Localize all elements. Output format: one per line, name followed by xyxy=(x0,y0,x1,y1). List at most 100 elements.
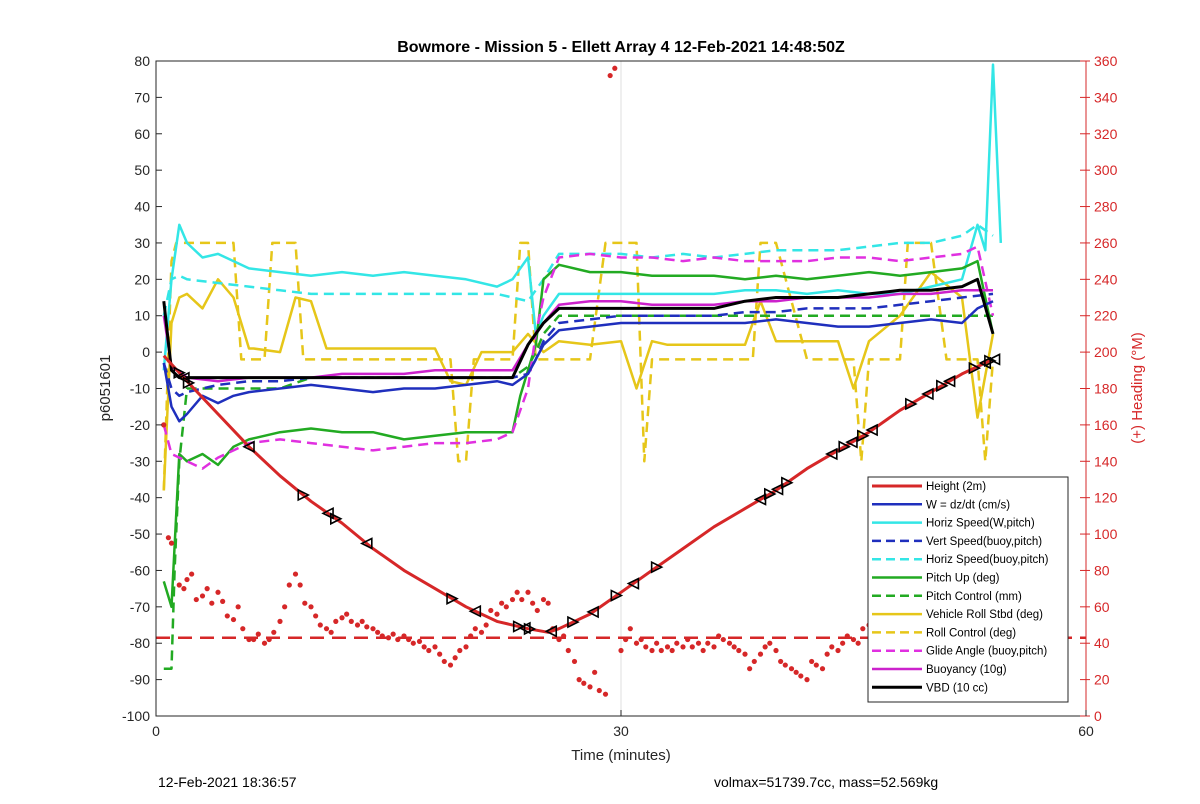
heading-point xyxy=(370,626,376,632)
series-layer xyxy=(162,63,1003,670)
heading-point xyxy=(292,571,299,577)
heading-point xyxy=(235,604,241,610)
y2-axis-label: (+) Heading (°M) xyxy=(1129,332,1146,443)
heading-point xyxy=(592,669,598,675)
series-vehicle-roll-stbd-deg xyxy=(162,270,995,491)
heading-point xyxy=(468,633,474,639)
y-tick-label: 30 xyxy=(134,235,150,251)
marker-layer xyxy=(173,353,1001,638)
heading-point xyxy=(410,640,416,646)
heading-point xyxy=(176,582,182,588)
heading-point xyxy=(313,613,319,619)
marker-triangle xyxy=(446,592,459,605)
heading-point xyxy=(855,640,861,646)
y2-tick-label: 120 xyxy=(1094,490,1118,506)
heading-point xyxy=(488,607,494,614)
marker-triangle xyxy=(610,589,624,602)
heading-point xyxy=(323,626,330,632)
x-tick-label: 30 xyxy=(613,723,629,739)
heading-point xyxy=(452,655,458,661)
legend-label-horiz-speed-w-pitch: Horiz Speed(W,pitch) xyxy=(926,518,1035,530)
y-tick-label: 60 xyxy=(134,126,150,142)
heading-point xyxy=(840,640,846,646)
legend-label-pitch-control-mm: Pitch Control (mm) xyxy=(926,591,1022,603)
legend: Height (2m) W = dz/dt (cm/s) Horiz Speed(W… xyxy=(867,476,1069,703)
heading-point xyxy=(782,662,788,668)
heading-point xyxy=(545,600,551,606)
heading-point xyxy=(751,658,757,665)
heading-point xyxy=(494,611,500,617)
heading-point xyxy=(581,680,587,686)
heading-point xyxy=(638,636,644,643)
heading-point xyxy=(503,604,509,610)
marker-triangle xyxy=(242,440,255,454)
heading-point xyxy=(571,658,578,665)
heading-point xyxy=(742,651,748,657)
marker-triangle xyxy=(173,366,187,380)
heading-point xyxy=(161,422,167,428)
chart-title: Bowmore - Mission 5 - Ellett Array 4 12-… xyxy=(397,39,845,56)
y-tick-label: -10 xyxy=(130,381,150,397)
heading-point xyxy=(819,666,826,672)
heading-point xyxy=(835,647,841,654)
series-pitch-up-deg xyxy=(162,259,995,609)
heading-point xyxy=(623,636,629,643)
y-tick-label: 10 xyxy=(134,308,150,324)
x-axis-label: Time (minutes) xyxy=(571,747,670,764)
y-tick-label: 20 xyxy=(134,271,150,287)
heading-point xyxy=(561,633,567,639)
heading-point xyxy=(230,616,237,623)
marker-triangle xyxy=(650,560,664,574)
heading-point xyxy=(607,72,613,79)
heading-point xyxy=(277,618,283,624)
heading-point xyxy=(767,640,773,646)
heading-point xyxy=(824,651,830,657)
marker-triangle xyxy=(360,537,373,550)
y-tick-label: 80 xyxy=(134,53,150,69)
heading-point xyxy=(711,644,717,650)
marker-triangle xyxy=(512,620,526,633)
heading-point xyxy=(731,644,737,650)
heading-point xyxy=(308,604,314,610)
heading-point xyxy=(618,647,624,654)
heading-point xyxy=(612,65,618,71)
heading-point xyxy=(793,669,799,675)
y-axis-label: p6051601 xyxy=(97,355,114,422)
legend-label-vbd-10-cc: VBD (10 cc) xyxy=(926,682,988,694)
heading-point xyxy=(168,540,175,546)
y-tick-label: -30 xyxy=(130,453,150,469)
heading-point xyxy=(426,647,432,654)
y2-tick-label: 160 xyxy=(1094,417,1118,433)
series-glide-angle-buoy-pitch xyxy=(162,245,995,470)
heading-point xyxy=(379,633,385,639)
heading-point xyxy=(181,586,187,592)
y2-tick-label: 340 xyxy=(1094,89,1118,105)
y2-tick-label: 100 xyxy=(1094,526,1118,542)
heading-point xyxy=(556,636,562,643)
marker-triangle xyxy=(845,435,858,449)
heading-point xyxy=(297,582,303,588)
x-axis-ticks: 0 30 60 xyxy=(152,710,1094,739)
marker-triangle xyxy=(921,387,934,401)
y-tick-label: -20 xyxy=(130,417,150,433)
heading-point xyxy=(282,604,288,610)
heading-point xyxy=(844,633,850,639)
marker-triangle xyxy=(297,488,311,502)
heading-point xyxy=(860,626,866,632)
heading-point xyxy=(519,596,525,603)
marker-triangle xyxy=(987,353,1001,366)
marker-triangle xyxy=(329,512,343,526)
heading-point xyxy=(829,644,835,650)
marker-triangle xyxy=(856,429,870,443)
heading-point xyxy=(472,626,478,632)
marker-triangle xyxy=(523,622,537,636)
heading-point xyxy=(344,611,350,617)
heading-point xyxy=(664,644,671,650)
heading-point xyxy=(654,640,660,646)
heading-point xyxy=(215,589,221,595)
heading-point xyxy=(255,631,261,637)
heading-point xyxy=(633,640,640,646)
y-tick-label: -50 xyxy=(130,526,150,542)
heading-point xyxy=(165,535,171,541)
